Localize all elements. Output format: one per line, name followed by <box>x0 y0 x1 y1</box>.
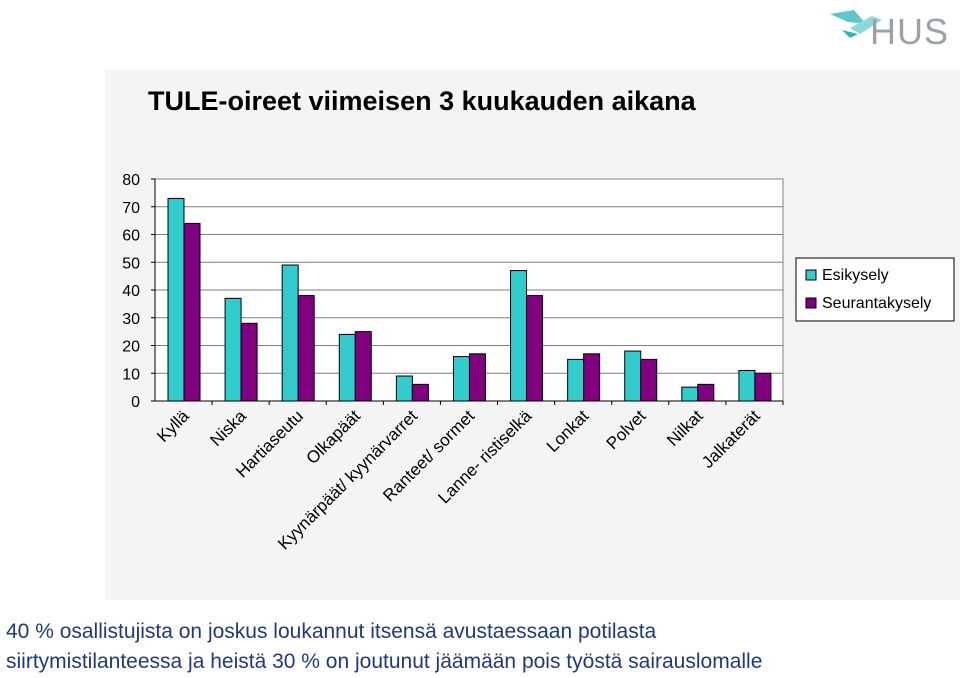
caption-line-1: 40 % osallistujista on joskus loukannut … <box>6 620 657 643</box>
bar <box>297 295 315 402</box>
legend-label: Esikysely <box>822 267 889 284</box>
bar <box>583 353 601 402</box>
x-tick-label: Niska <box>206 406 250 450</box>
gridlines <box>154 178 784 402</box>
caption: 40 % osallistujista on joskus loukannut … <box>6 617 956 677</box>
bar <box>395 375 413 402</box>
bar <box>681 386 699 402</box>
y-tick-label: 10 <box>122 366 140 383</box>
y-tick-label: 50 <box>122 255 140 272</box>
bar <box>697 383 715 402</box>
bar <box>354 331 372 402</box>
bar <box>526 295 544 402</box>
y-tick-label: 60 <box>122 228 140 245</box>
y-tick-label: 70 <box>122 200 140 217</box>
x-tick-label: Polvet <box>603 406 650 453</box>
bar <box>183 222 201 402</box>
bar <box>281 264 299 402</box>
x-tick-label: Kyllä <box>153 406 193 446</box>
y-tick-labels: 0 10 20 30 40 50 60 70 80 <box>122 172 140 411</box>
bar <box>411 383 429 402</box>
x-tick-label: Lonkat <box>543 406 593 456</box>
legend-label: Seurantakysely <box>822 295 931 312</box>
bar <box>510 270 528 402</box>
chart-title: TULE-oireet viimeisen 3 kuukauden aikana <box>148 86 696 116</box>
bar <box>754 372 772 402</box>
y-tick-label: 0 <box>131 394 140 411</box>
y-tick-label: 20 <box>122 339 140 356</box>
bar <box>167 197 185 402</box>
caption-line-2: siirtymistilanteessa ja heistä 30 % on j… <box>6 650 763 673</box>
bar <box>624 350 642 402</box>
bar <box>338 333 356 402</box>
bar <box>468 353 486 402</box>
bar <box>567 358 585 402</box>
x-tick-label: Nilkat <box>663 406 707 450</box>
y-tick-label: 30 <box>122 311 140 328</box>
hus-logo <box>820 0 960 60</box>
bar <box>224 297 242 402</box>
bar <box>240 322 258 402</box>
legend-swatch <box>805 297 817 309</box>
bars <box>167 197 772 402</box>
logo-text: HUS <box>870 11 950 52</box>
legend-box <box>795 257 955 322</box>
x-tick-label: Jalkaterät <box>698 406 764 472</box>
y-tick-label: 80 <box>122 172 140 189</box>
x-tick-labels: Kyllä NiskaHartiaseutuOlkapäätKyynärpäät/… <box>153 406 764 553</box>
y-tick-label: 40 <box>122 283 140 300</box>
bar <box>738 369 756 402</box>
bar <box>452 356 470 402</box>
legend: Esikysely Seurantakysely <box>795 257 955 322</box>
bar <box>640 358 658 402</box>
legend-swatch <box>805 269 817 281</box>
hus-bird-logo-icon <box>830 10 882 38</box>
